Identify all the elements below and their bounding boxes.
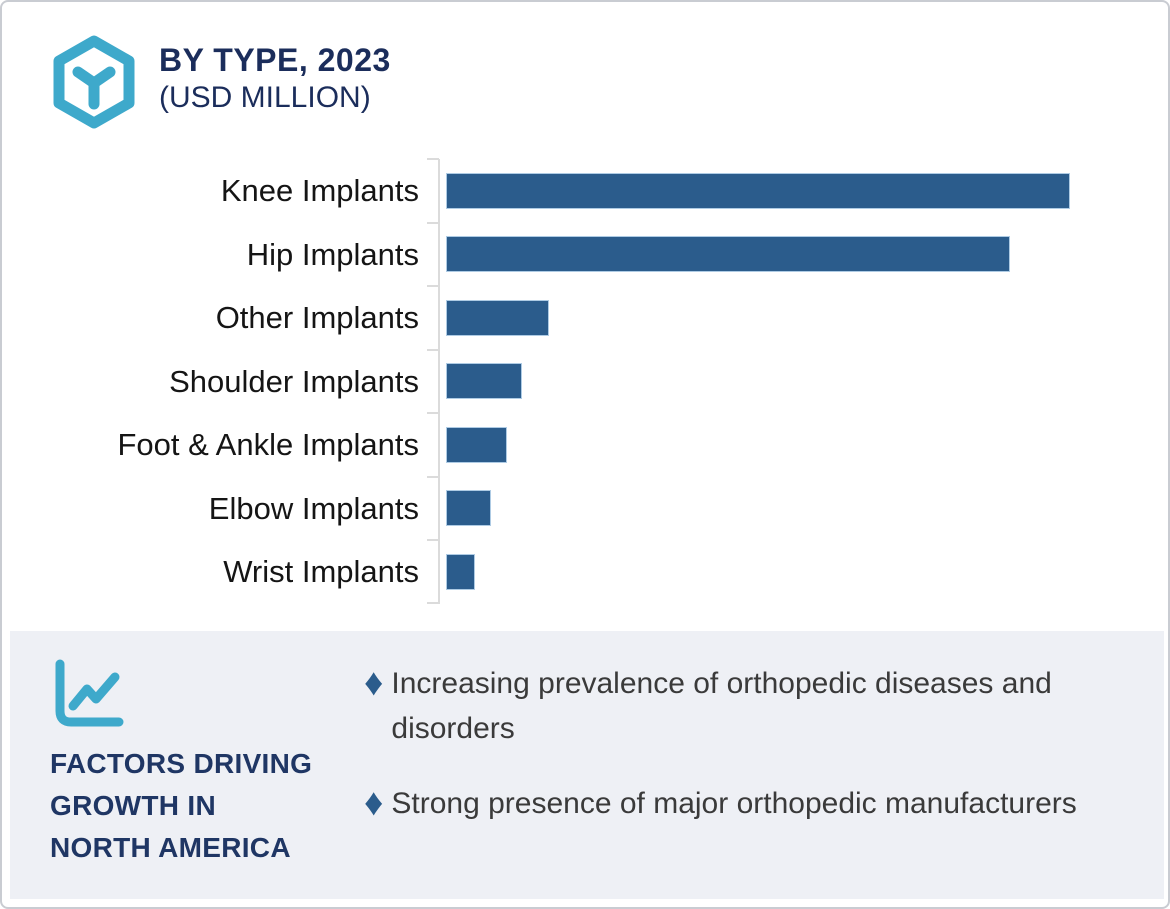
chart-row: Knee Implants: [2, 158, 1168, 223]
hexagon-y-icon: [53, 35, 135, 129]
category-label-foot-ankle-implants: Foot & Ankle Implants: [117, 427, 419, 462]
bar-other-implants: [446, 299, 549, 336]
diamond-bullet-icon: ♦: [364, 782, 384, 824]
factors-list: ♦ Increasing prevalence of orthopedic dis…: [364, 661, 1140, 856]
bar-chart: Knee Implants Hip Implants Other Implants S…: [2, 158, 1168, 604]
category-label-other-implants: Other Implants: [215, 300, 419, 335]
bar-track: [446, 553, 1070, 590]
bar-track: [446, 426, 1070, 463]
factor-text: Strong presence of major orthopedic manu…: [391, 787, 1077, 820]
factors-panel-title: FACTORS DRIVING GROWTH IN NORTH AMERICA: [50, 748, 313, 863]
bar-elbow-implants: [446, 490, 491, 526]
chart-row: Hip Implants: [2, 221, 1168, 287]
bar-track: [446, 490, 1070, 526]
chart-header: BY TYPE, 2023 (USD MILLION): [159, 42, 391, 116]
category-label-hip-implants: Hip Implants: [246, 236, 419, 272]
chart-row: Shoulder Implants: [2, 348, 1168, 414]
category-label-shoulder-implants: Shoulder Implants: [169, 363, 419, 399]
factor-text: Increasing prevalence of orthopedic dise…: [391, 667, 1052, 745]
bar-hip-implants: [446, 236, 1011, 272]
diamond-bullet-icon: ♦: [364, 662, 384, 704]
bar-track: [446, 172, 1070, 209]
chart-row: Elbow Implants: [2, 475, 1168, 541]
chart-axis-line: [427, 159, 440, 604]
bar-foot-ankle-implants: [446, 426, 508, 463]
factor-item-1: ♦ Increasing prevalence of orthopedic dis…: [364, 661, 1140, 751]
chart-row: Foot & Ankle Implants: [2, 412, 1168, 477]
bar-wrist-implants: [446, 553, 475, 590]
factors-panel: FACTORS DRIVING GROWTH IN NORTH AMERICA …: [10, 631, 1164, 899]
bar-shoulder-implants: [446, 363, 523, 399]
category-label-elbow-implants: Elbow Implants: [208, 490, 419, 526]
bar-track: [446, 363, 1070, 399]
bar-track: [446, 299, 1070, 336]
chart-subtitle: (USD MILLION): [159, 81, 371, 114]
bar-track: [446, 236, 1070, 272]
category-label-wrist-implants: Wrist Implants: [223, 554, 419, 589]
chart-row: Wrist Implants: [2, 539, 1168, 604]
category-label-knee-implants: Knee Implants: [220, 173, 419, 208]
chart-row: Other Implants: [2, 285, 1168, 350]
line-chart-icon: [55, 659, 124, 727]
chart-title: BY TYPE, 2023: [159, 42, 391, 78]
bar-knee-implants: [446, 172, 1070, 209]
factor-item-2: ♦ Strong presence of major orthopedic man…: [364, 781, 1140, 826]
